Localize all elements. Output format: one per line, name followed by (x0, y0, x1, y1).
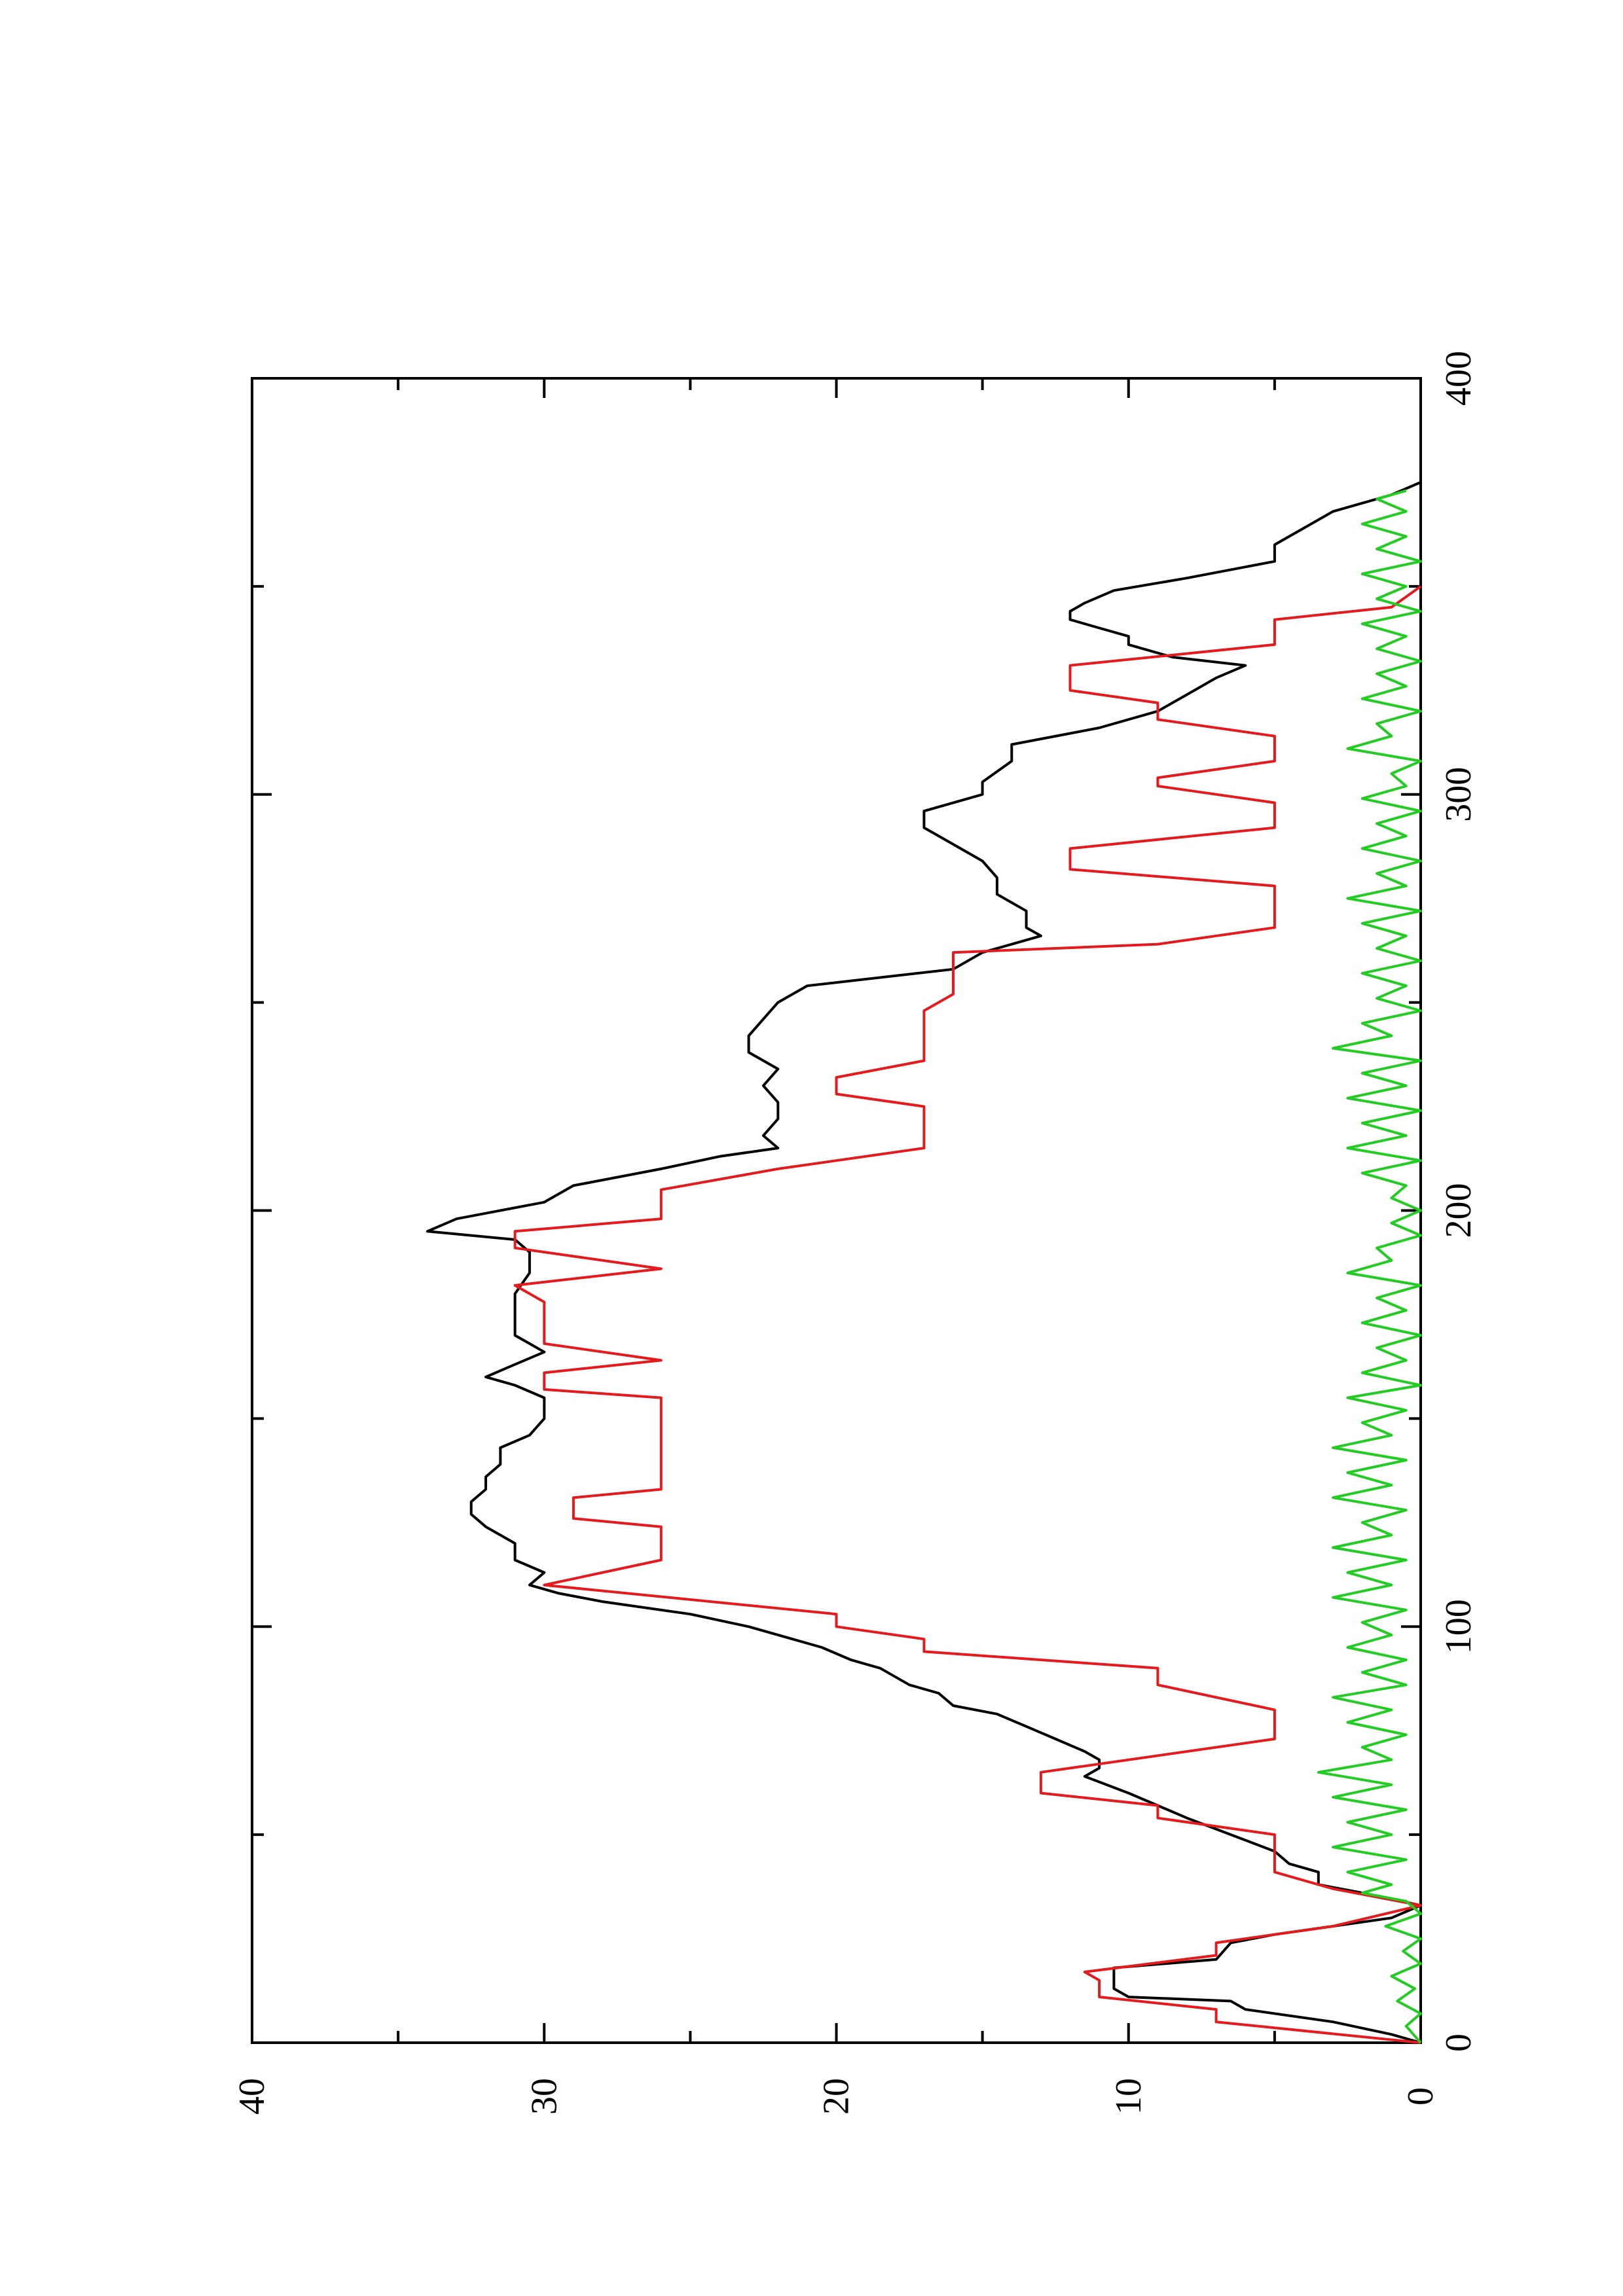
axis-ticks (251, 377, 1422, 2044)
series-black-line (426, 481, 1422, 2044)
y-tick-label: 40 (232, 2078, 272, 2115)
y-tick-label: 0 (1400, 2087, 1441, 2106)
plot-frame (251, 377, 1422, 2044)
x-tick-label: 100 (1438, 1599, 1479, 1654)
series-green-line (1317, 489, 1422, 2044)
x-tick-label: 300 (1438, 767, 1479, 822)
x-tick-label: 0 (1438, 2034, 1479, 2052)
x-tick-label: 400 (1438, 351, 1479, 406)
axis-tick-labels: 0 100 200 300 400 0 10 20 30 40 (232, 351, 1479, 2115)
y-tick-label: 20 (816, 2078, 857, 2115)
data-series (426, 481, 1422, 2044)
y-tick-label: 30 (524, 2078, 564, 2115)
x-tick-label: 200 (1438, 1183, 1479, 1238)
series-red-step-line (513, 585, 1422, 2044)
y-tick-label: 10 (1108, 2078, 1149, 2115)
